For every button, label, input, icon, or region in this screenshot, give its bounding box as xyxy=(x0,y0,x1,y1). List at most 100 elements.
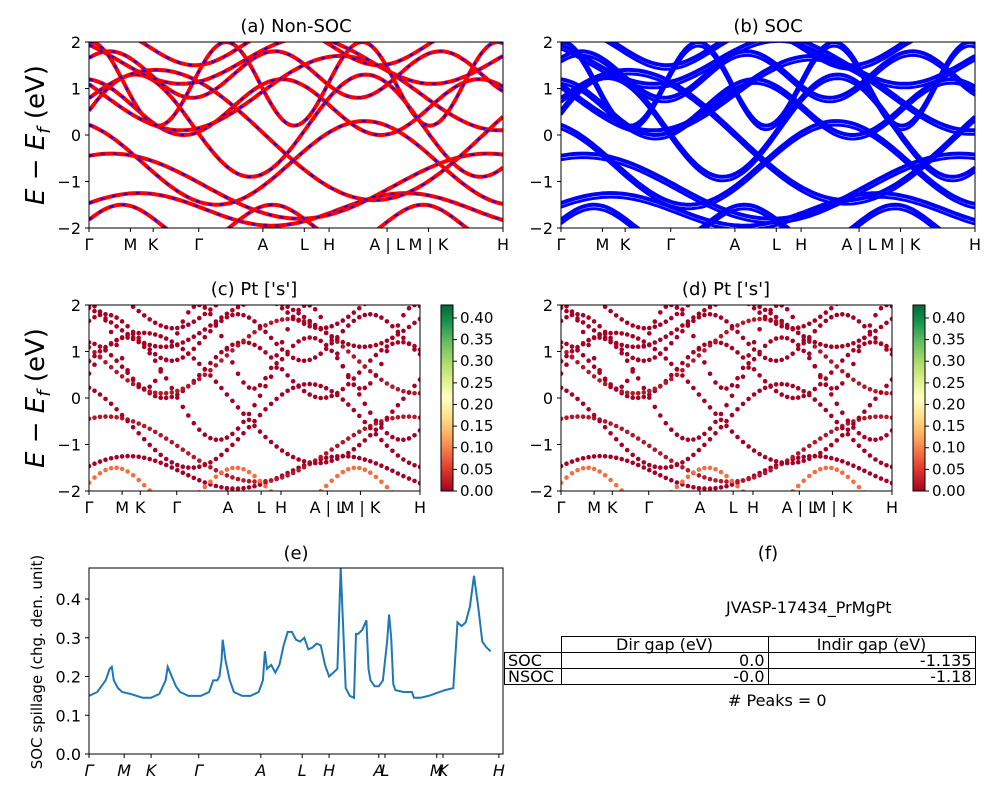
band-point xyxy=(608,431,613,436)
band-point xyxy=(417,377,420,382)
band-point xyxy=(856,430,862,436)
band-point xyxy=(851,292,856,297)
band-point xyxy=(713,478,718,483)
band-point xyxy=(235,343,241,348)
band-point xyxy=(630,391,635,396)
band-point xyxy=(624,358,630,364)
band-point xyxy=(586,324,591,329)
band-point xyxy=(114,324,119,329)
band-point xyxy=(263,478,268,484)
band-line xyxy=(561,67,975,203)
band-point xyxy=(412,347,417,352)
band-point xyxy=(691,385,696,391)
band-point xyxy=(285,310,290,315)
x-tick-label: A | L xyxy=(369,235,405,254)
band-point xyxy=(175,462,180,468)
band-point xyxy=(762,316,768,321)
band-point xyxy=(197,458,202,464)
band-point xyxy=(570,289,575,294)
band-point xyxy=(608,477,613,483)
band-point xyxy=(263,407,268,412)
band-point xyxy=(779,323,784,329)
band-point xyxy=(878,460,884,466)
panel-b-title: (b) SOC xyxy=(733,16,802,37)
band-point xyxy=(152,458,158,464)
band-point xyxy=(674,327,680,332)
band-point xyxy=(147,331,152,336)
band-point xyxy=(635,325,641,330)
band-point xyxy=(368,344,373,349)
band-point xyxy=(795,385,801,391)
band-point xyxy=(329,334,335,339)
x-tick-label: A | L xyxy=(782,498,818,517)
band-point xyxy=(197,427,202,433)
band-point xyxy=(696,485,702,491)
band-point xyxy=(329,454,335,460)
band-point xyxy=(564,362,569,368)
band-point xyxy=(120,296,125,301)
x-tick-label: M | K xyxy=(409,235,449,254)
band-point xyxy=(718,340,724,346)
band-point xyxy=(224,314,230,320)
band-point xyxy=(867,471,873,476)
band-point xyxy=(274,396,279,402)
band-point xyxy=(768,384,773,389)
band-point xyxy=(395,340,401,345)
band-point xyxy=(186,322,191,328)
band-point xyxy=(674,311,680,317)
band-point xyxy=(829,429,834,435)
band-point xyxy=(130,331,136,337)
band-point xyxy=(175,342,180,348)
ylabel-mid: E − Ef (eV) xyxy=(21,328,55,468)
band-point xyxy=(357,370,362,375)
band-point xyxy=(346,349,351,354)
band-point xyxy=(845,342,851,348)
band-point xyxy=(152,358,158,364)
band-point xyxy=(729,429,735,434)
band-point xyxy=(696,473,702,478)
band-point xyxy=(180,386,186,392)
band-point xyxy=(241,478,246,483)
band-point xyxy=(624,393,630,399)
band-point xyxy=(724,418,729,424)
colorbar-tick-label: 0.25 xyxy=(460,374,493,392)
band-point xyxy=(147,456,152,462)
band-point xyxy=(873,473,878,479)
band-point xyxy=(379,479,384,485)
band-point xyxy=(630,452,635,458)
band-point xyxy=(768,502,773,507)
band-point xyxy=(779,335,784,340)
band-point xyxy=(89,416,92,422)
band-point xyxy=(395,403,401,408)
band-point xyxy=(685,305,691,308)
band-point xyxy=(884,305,889,308)
band-point xyxy=(202,484,208,490)
band-point xyxy=(702,486,707,491)
band-line xyxy=(561,42,975,128)
band-point xyxy=(362,467,368,473)
band-point xyxy=(158,323,163,328)
band-point xyxy=(180,470,186,476)
band-point xyxy=(368,369,373,374)
band-point xyxy=(768,311,773,316)
band-point xyxy=(246,485,252,490)
band-point xyxy=(224,447,230,453)
band-point xyxy=(713,431,718,436)
band-point xyxy=(147,350,152,356)
band-point xyxy=(724,319,729,324)
band-point xyxy=(158,391,163,396)
band-point xyxy=(395,323,401,328)
band-point xyxy=(379,341,384,346)
band-point xyxy=(768,339,773,344)
band-point xyxy=(878,305,884,311)
band-point xyxy=(818,450,823,456)
band-point xyxy=(197,478,202,483)
band-point xyxy=(867,453,873,458)
x-tick-label: A xyxy=(372,761,384,780)
band-point xyxy=(323,385,329,391)
x-tick-label: H xyxy=(323,761,335,780)
band-point xyxy=(147,384,152,390)
band-point xyxy=(329,389,335,394)
band-point xyxy=(862,448,867,454)
band-point xyxy=(718,333,724,339)
